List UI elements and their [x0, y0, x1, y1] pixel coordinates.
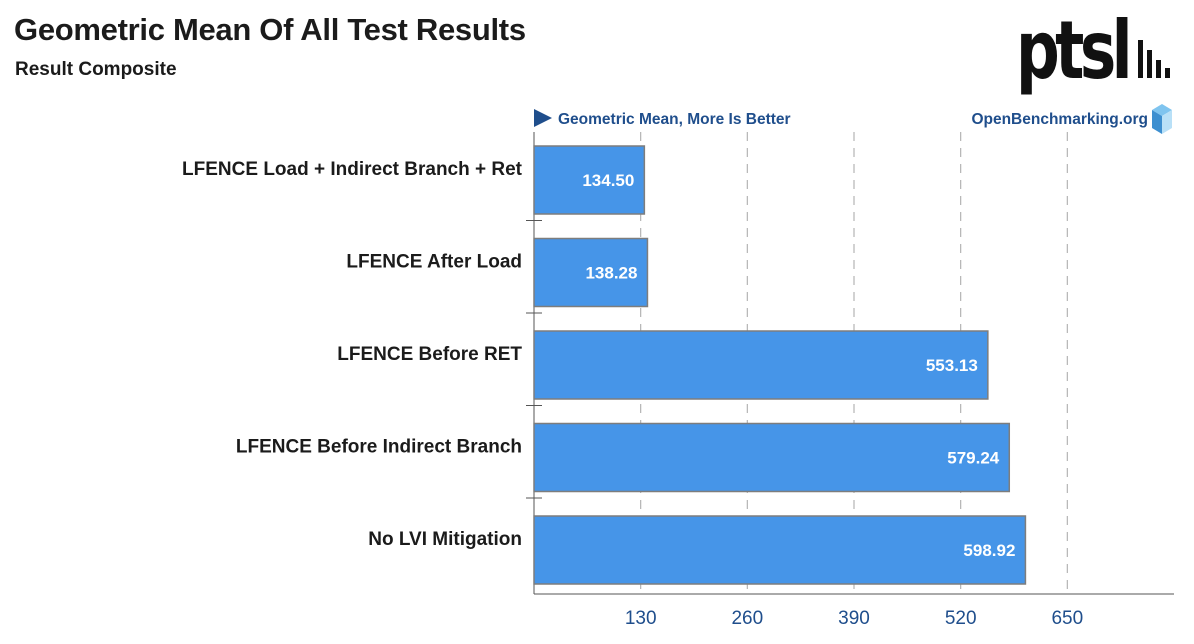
pts-logo: ptsl: [1016, 12, 1170, 96]
bar: [533, 515, 1027, 585]
metric-label: Geometric Mean, More Is Better: [558, 111, 791, 128]
category-label: LFENCE Before RET: [337, 344, 522, 365]
bar: [533, 330, 989, 400]
bar-value-label: 553.13: [926, 356, 978, 375]
bar: [533, 145, 646, 215]
x-tick-label: 260: [731, 608, 763, 629]
cube-left-face: [1152, 110, 1162, 134]
bar-value-label: 134.50: [582, 171, 634, 190]
pts-logo-text: ptsl: [1016, 12, 1128, 96]
x-tick-label: 390: [838, 608, 870, 629]
bar-value-label: 598.92: [963, 541, 1015, 560]
x-tick-label: 130: [625, 608, 657, 629]
more-is-better-arrow-icon: [534, 109, 552, 127]
bar-value-label: 579.24: [947, 449, 1000, 468]
chart-title: Geometric Mean Of All Test Results: [14, 12, 526, 47]
category-label: LFENCE After Load: [346, 252, 522, 273]
bar-value-label: 138.28: [585, 264, 637, 283]
source-label: OpenBenchmarking.org: [971, 111, 1148, 128]
category-label: LFENCE Load + Indirect Branch + Ret: [182, 159, 523, 180]
category-label: No LVI Mitigation: [368, 529, 522, 550]
cube-right-face: [1162, 110, 1172, 134]
chart-subtitle: Result Composite: [15, 59, 177, 80]
bar: [533, 422, 1011, 493]
x-tick-label: 520: [945, 608, 977, 629]
bar: [533, 237, 649, 308]
x-tick-label: 650: [1051, 608, 1083, 629]
category-label: LFENCE Before Indirect Branch: [236, 437, 522, 458]
openbenchmarking-cube-icon: [1152, 104, 1172, 134]
